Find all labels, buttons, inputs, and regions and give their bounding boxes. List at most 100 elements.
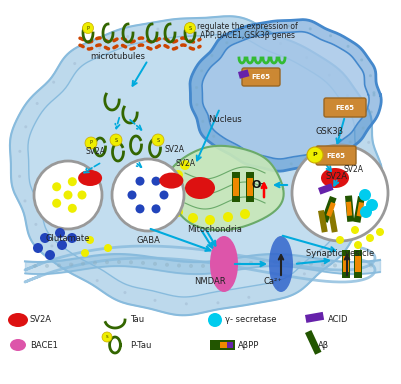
Circle shape — [24, 199, 26, 202]
Text: Synaptic vesicle: Synaptic vesicle — [306, 249, 374, 258]
Circle shape — [328, 74, 331, 77]
Circle shape — [52, 182, 61, 191]
Text: O₂: O₂ — [252, 180, 266, 190]
Text: P-Tau: P-Tau — [130, 341, 151, 349]
Circle shape — [57, 240, 67, 250]
Circle shape — [67, 233, 77, 243]
Circle shape — [136, 204, 144, 214]
Bar — [326, 202, 336, 217]
Circle shape — [290, 162, 293, 166]
Circle shape — [154, 299, 156, 302]
Ellipse shape — [160, 172, 183, 189]
Circle shape — [211, 54, 213, 57]
Circle shape — [34, 223, 37, 226]
Bar — [346, 202, 352, 216]
Polygon shape — [28, 34, 364, 297]
FancyBboxPatch shape — [242, 68, 280, 86]
Circle shape — [348, 141, 352, 144]
Text: S: S — [114, 137, 117, 142]
Circle shape — [287, 25, 290, 28]
Circle shape — [86, 236, 94, 244]
Bar — [238, 70, 249, 79]
Circle shape — [40, 233, 50, 243]
Circle shape — [141, 261, 145, 265]
Circle shape — [136, 177, 144, 185]
Circle shape — [307, 147, 323, 163]
Circle shape — [249, 261, 253, 265]
Circle shape — [303, 272, 306, 275]
Circle shape — [201, 264, 205, 268]
Circle shape — [129, 260, 133, 264]
Ellipse shape — [210, 236, 238, 292]
Ellipse shape — [185, 177, 215, 199]
Circle shape — [126, 35, 129, 38]
Circle shape — [367, 189, 370, 191]
Circle shape — [81, 262, 85, 266]
Circle shape — [346, 45, 350, 48]
Polygon shape — [190, 20, 381, 171]
Circle shape — [366, 234, 374, 242]
Bar — [356, 202, 364, 217]
Circle shape — [360, 206, 372, 218]
Circle shape — [195, 103, 198, 106]
Circle shape — [366, 199, 378, 211]
Polygon shape — [10, 16, 383, 315]
Circle shape — [357, 264, 361, 268]
Circle shape — [354, 241, 362, 249]
Circle shape — [77, 190, 87, 200]
Bar — [233, 178, 239, 196]
Circle shape — [55, 228, 65, 238]
Text: P: P — [313, 152, 317, 157]
Text: regulate the expression of: regulate the expression of — [196, 22, 298, 31]
Circle shape — [152, 204, 160, 214]
Text: SV2A: SV2A — [30, 316, 52, 324]
Circle shape — [33, 264, 37, 268]
Circle shape — [244, 32, 247, 35]
Circle shape — [45, 250, 55, 260]
Circle shape — [173, 170, 183, 180]
Circle shape — [223, 212, 233, 222]
Bar — [246, 172, 254, 202]
Bar — [305, 312, 324, 323]
FancyBboxPatch shape — [324, 98, 366, 117]
Circle shape — [369, 74, 372, 77]
Circle shape — [73, 62, 76, 65]
Bar — [355, 256, 361, 272]
Circle shape — [160, 190, 168, 200]
Circle shape — [333, 263, 337, 268]
Text: S: S — [106, 335, 108, 339]
Text: SV2A: SV2A — [164, 145, 184, 154]
Circle shape — [225, 263, 229, 266]
Text: Aβ: Aβ — [318, 341, 329, 349]
Bar — [345, 195, 354, 222]
Circle shape — [36, 102, 38, 105]
Text: Nucleus: Nucleus — [208, 115, 242, 124]
Circle shape — [225, 41, 228, 44]
Circle shape — [360, 58, 363, 61]
Circle shape — [200, 69, 203, 72]
Circle shape — [152, 134, 164, 146]
Circle shape — [273, 260, 277, 264]
Polygon shape — [166, 146, 284, 230]
Text: FE65: FE65 — [336, 104, 354, 111]
Circle shape — [188, 213, 198, 223]
Circle shape — [98, 46, 101, 50]
Circle shape — [185, 302, 188, 305]
Text: SV2A: SV2A — [344, 166, 364, 174]
Circle shape — [34, 161, 102, 229]
Polygon shape — [202, 31, 369, 159]
Text: Glutamate: Glutamate — [46, 234, 90, 243]
Circle shape — [45, 264, 49, 268]
Circle shape — [344, 235, 347, 238]
Circle shape — [63, 190, 73, 200]
Bar — [354, 250, 362, 278]
Text: microtubules: microtubules — [91, 52, 146, 61]
Circle shape — [336, 236, 344, 244]
Circle shape — [212, 135, 215, 138]
Bar — [318, 183, 334, 195]
Text: APP,BACE1,GSK3β genes: APP,BACE1,GSK3β genes — [200, 31, 294, 40]
Circle shape — [173, 207, 183, 217]
Circle shape — [112, 159, 184, 231]
Circle shape — [33, 243, 43, 253]
Circle shape — [52, 81, 55, 84]
